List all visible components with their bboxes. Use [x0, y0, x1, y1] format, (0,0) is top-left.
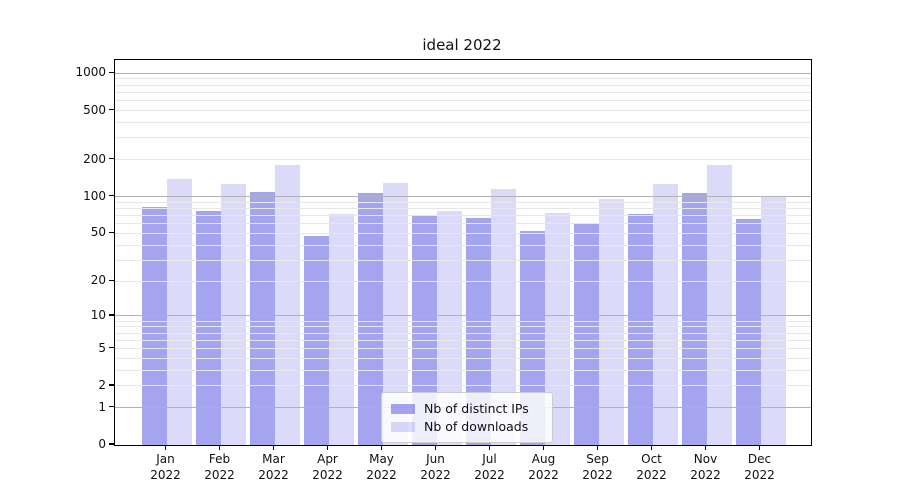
x-tick-label: Dec 2022 — [744, 452, 775, 482]
y-tick-label: 5 — [98, 340, 106, 355]
bar-distinct-ips-may — [357, 192, 383, 445]
y-tick-mark — [109, 108, 114, 111]
y-tick-mark — [109, 406, 114, 408]
y-tick-mark — [109, 346, 114, 349]
y-tick-label: 1 — [98, 399, 106, 414]
y-tick-label: 50 — [90, 225, 106, 240]
y-tick-mark — [109, 157, 114, 160]
x-tick-mark — [434, 445, 437, 450]
gridline-minor — [115, 385, 811, 387]
bar-downloads-sep — [598, 198, 624, 445]
bar-downloads-dec — [760, 196, 786, 445]
y-tick-label: 1000 — [75, 65, 106, 80]
gridline-minor — [115, 232, 811, 234]
x-tick-label: Jul 2022 — [474, 452, 505, 482]
legend-swatch-downloads — [391, 421, 415, 432]
y-tick-label: 200 — [83, 151, 106, 166]
gridline-minor — [115, 320, 811, 322]
legend-label-downloads: Nb of downloads — [424, 419, 529, 434]
x-tick-label: Nov 2022 — [690, 452, 721, 482]
x-tick-mark — [758, 445, 761, 450]
x-tick-mark — [596, 445, 599, 450]
x-tick-mark — [542, 445, 545, 450]
x-tick-label: Jan 2022 — [150, 452, 181, 482]
y-tick-label: 100 — [83, 188, 106, 203]
gridline-major — [115, 196, 811, 198]
gridline-major — [115, 72, 811, 74]
gridline-minor — [115, 339, 811, 341]
x-tick-mark — [272, 445, 275, 450]
y-tick-mark — [109, 195, 114, 197]
bar-downloads-jan — [166, 179, 192, 445]
bar-downloads-mar — [274, 165, 300, 445]
x-tick-label: Oct 2022 — [636, 452, 667, 482]
y-tick-label: 10 — [90, 307, 106, 322]
bar-downloads-apr — [328, 214, 354, 445]
x-tick-label: Apr 2022 — [312, 452, 343, 482]
bar-downloads-nov — [706, 165, 732, 445]
gridline-minor — [115, 259, 811, 261]
y-tick-mark — [109, 384, 114, 386]
y-tick-mark — [109, 279, 114, 281]
gridline-major — [115, 315, 811, 317]
gridline-minor — [115, 91, 811, 93]
x-tick-mark — [380, 445, 383, 450]
gridline-minor — [115, 357, 811, 359]
x-tick-mark — [326, 445, 329, 450]
y-tick-mark — [109, 443, 114, 445]
gridline-minor — [115, 244, 811, 246]
x-tick-mark — [164, 445, 167, 450]
y-tick-label: 0 — [98, 437, 106, 451]
y-tick-label: 20 — [90, 273, 106, 288]
gridline-minor — [115, 84, 811, 86]
gridline-minor — [115, 326, 811, 328]
gridline-minor — [115, 208, 811, 210]
gridline-minor — [115, 280, 811, 282]
x-tick-mark — [218, 445, 221, 450]
y-tick-mark — [109, 314, 114, 316]
bar-downloads-oct — [652, 184, 678, 445]
bar-distinct-ips-feb — [195, 211, 221, 445]
gridline-minor — [115, 78, 811, 80]
chart-title: ideal 2022 — [422, 36, 502, 54]
legend-label-distinct-ips: Nb of distinct IPs — [424, 401, 529, 416]
bar-distinct-ips-oct — [627, 214, 653, 445]
y-tick-label: 2 — [98, 377, 106, 392]
legend-swatch-distinct-ips — [391, 403, 415, 414]
x-tick-mark — [488, 445, 491, 450]
legend: Nb of distinct IPs Nb of downloads — [381, 392, 553, 443]
bar-distinct-ips-sep — [573, 223, 599, 445]
x-tick-label: Jun 2022 — [420, 452, 451, 482]
y-tick-mark — [109, 231, 114, 234]
bar-distinct-ips-mar — [249, 192, 275, 445]
gridline-minor — [115, 332, 811, 334]
gridline-minor — [115, 348, 811, 350]
gridline-minor — [115, 215, 811, 217]
gridline-minor — [115, 369, 811, 371]
gridline-minor — [115, 137, 811, 139]
gridline-minor — [115, 100, 811, 102]
bar-distinct-ips-nov — [681, 193, 707, 445]
bar-downloads-feb — [220, 183, 246, 445]
x-tick-label: Sep 2022 — [582, 452, 613, 482]
x-tick-label: Mar 2022 — [258, 452, 289, 482]
gridline-minor — [115, 122, 811, 124]
gridline-minor — [115, 159, 811, 161]
x-tick-label: May 2022 — [366, 452, 397, 482]
legend-item-downloads: Nb of downloads — [391, 418, 543, 435]
gridline-minor — [115, 223, 811, 225]
y-tick-mark — [109, 71, 114, 73]
x-tick-mark — [650, 445, 653, 450]
legend-item-distinct-ips: Nb of distinct IPs — [391, 400, 543, 417]
gridline-minor — [115, 110, 811, 112]
y-tick-label: 500 — [83, 102, 106, 117]
x-tick-mark — [704, 445, 707, 450]
bar-distinct-ips-jan — [141, 207, 167, 445]
x-tick-label: Feb 2022 — [204, 452, 235, 482]
gridline-minor — [115, 201, 811, 203]
plot-area: Nb of distinct IPs Nb of downloads — [114, 59, 812, 446]
x-tick-label: Aug 2022 — [528, 452, 559, 482]
